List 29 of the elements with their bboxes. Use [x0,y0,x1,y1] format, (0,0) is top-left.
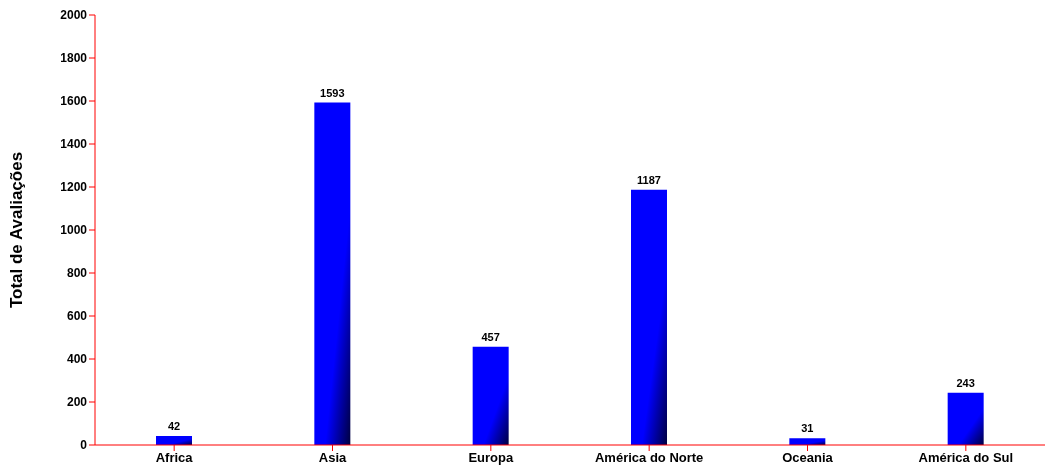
data-label: 243 [956,376,975,389]
y-axis-title: Total de Avaliações [7,151,27,309]
y-tick-label: 1800 [60,51,88,66]
y-tick-label: 1000 [60,223,88,238]
y-tick-label: 2000 [60,8,88,23]
bar [947,392,984,445]
y-tick-label: 0 [80,438,88,453]
data-label: 31 [801,422,814,435]
bar [631,189,667,445]
x-tick-label: América do Sul [918,450,1014,466]
x-tick-label: Europa [468,450,514,466]
bar [314,102,351,445]
x-tick-label: Africa [155,450,194,466]
x-tick-label: América do Norte [594,450,704,466]
data-label: 42 [167,419,181,432]
data-label: 1593 [320,86,345,99]
x-tick-label: Oceania [782,450,834,466]
data-label: 1187 [637,173,661,186]
y-tick-label: 800 [66,266,88,281]
data-label: 457 [481,330,500,343]
x-tick-label: Asia [318,450,347,466]
y-tick-label: 1400 [60,137,88,152]
y-tick-label: 200 [66,395,88,410]
bar [472,346,509,445]
y-tick-label: 400 [66,352,88,367]
y-tick-label: 1200 [60,180,88,195]
y-tick-label: 1600 [60,94,88,109]
bar [789,438,826,445]
y-tick-label: 600 [66,309,88,324]
